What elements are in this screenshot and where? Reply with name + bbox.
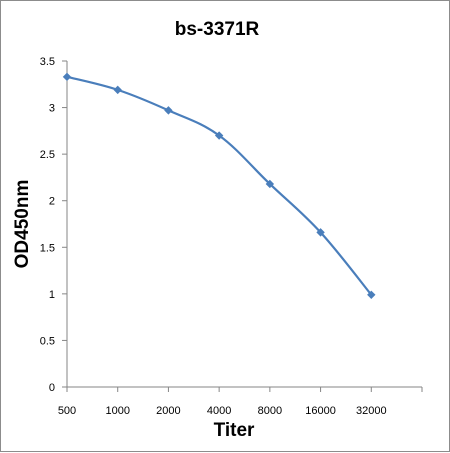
x-ticks: 500 1000 2000 4000 8000 16000 32000 (58, 387, 423, 417)
data-point (316, 228, 325, 237)
data-point (265, 179, 275, 189)
y-tick-label: 1 (49, 289, 55, 301)
x-tick-label: 16000 (305, 405, 336, 417)
series-points (62, 72, 376, 299)
y-tick-label: 3 (49, 103, 55, 115)
x-tick-label: 32000 (356, 405, 387, 417)
data-point (214, 131, 224, 140)
x-tick-label: 4000 (207, 405, 231, 417)
x-tick-label: 2000 (156, 405, 180, 417)
series-line (66, 75, 373, 296)
x-tick-label: 500 (58, 405, 76, 417)
y-axis-label: OD450nm (12, 180, 33, 269)
y-tick-label: 0 (49, 382, 55, 394)
data-point (62, 72, 72, 82)
data-point (113, 85, 122, 95)
y-tick-label: 1.5 (40, 242, 55, 254)
y-tick-label: 2.5 (40, 149, 55, 161)
y-tick-label: 2 (49, 196, 55, 208)
y-tick-label: 0.5 (40, 335, 55, 347)
data-point (164, 106, 173, 115)
chart-title: bs-3371R (175, 19, 260, 40)
y-tick-label: 3.5 (40, 56, 55, 68)
x-tick-label: 1000 (105, 405, 129, 417)
x-axis-label: Titer (214, 420, 255, 441)
x-tick-label: 8000 (258, 405, 282, 417)
data-point (367, 290, 376, 299)
y-ticks: 0 0.5 1 1.5 2 2.5 3 3.5 (40, 56, 67, 394)
